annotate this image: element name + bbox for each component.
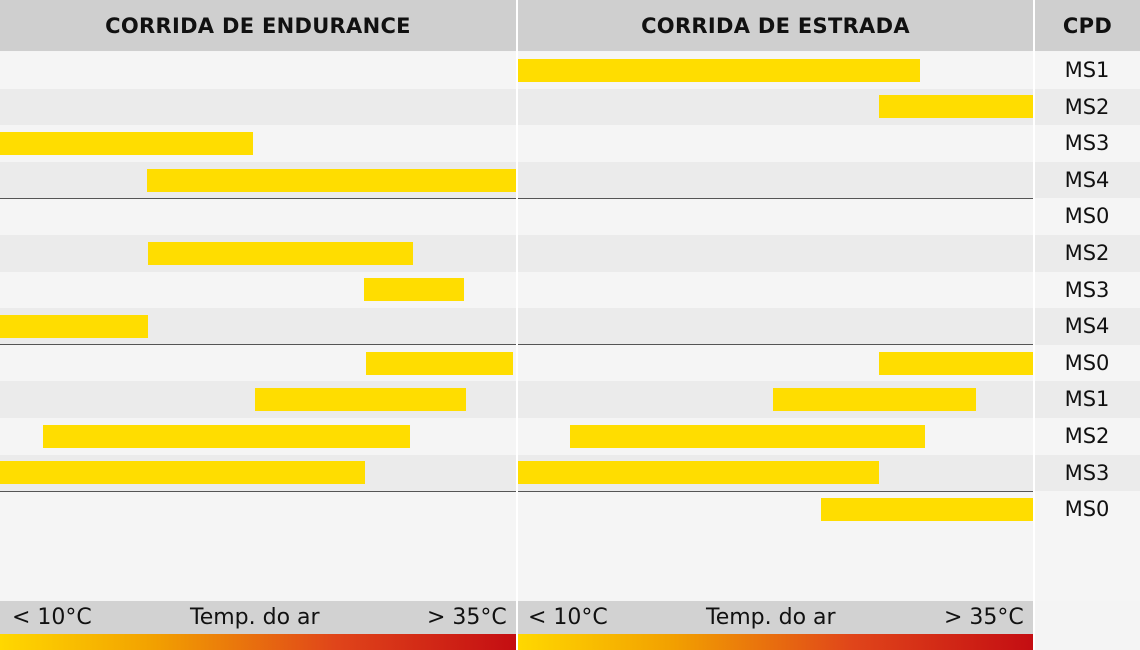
ms-label: MS0	[1064, 350, 1110, 375]
road-bar	[820, 498, 1033, 521]
road-bar	[878, 95, 1033, 119]
ms-label: MS2	[1064, 424, 1110, 448]
road-footer	[518, 601, 1033, 634]
endurance-bar	[0, 461, 365, 485]
endurance-bar	[0, 315, 149, 338]
road-bar	[772, 388, 977, 412]
cpd-header: CPD	[1035, 0, 1140, 51]
ms-label: MS2	[1064, 241, 1110, 265]
road-mid-label: Temp. do ar	[706, 605, 836, 630]
endurance-bar	[0, 132, 253, 155]
road-header: CORRIDA DE ESTRADA	[518, 0, 1033, 51]
road-bar	[569, 424, 925, 448]
ms-label: MS0	[1064, 204, 1110, 229]
road-bar	[878, 351, 1033, 375]
road-bar	[518, 461, 879, 485]
endurance-bar	[366, 351, 514, 375]
endurance-bar	[42, 424, 411, 448]
road-bar	[518, 58, 920, 82]
endurance-mid-label: Temp. do ar	[190, 605, 320, 630]
endurance-bar	[148, 241, 413, 265]
road-low-label: < 10°C	[528, 605, 608, 630]
endurance-bar	[147, 168, 516, 192]
chart-row	[0, 271, 1140, 309]
endurance-temperature-gradient	[0, 634, 516, 650]
ms-label: MS3	[1064, 131, 1110, 156]
ms-label: MS3	[1064, 460, 1110, 485]
ms-label: MS0	[1064, 497, 1110, 522]
endurance-high-label: > 35°C	[427, 605, 507, 630]
ms-label: MS4	[1064, 167, 1110, 192]
empty-area	[0, 527, 1140, 601]
endurance-bar	[254, 388, 467, 412]
endurance-header: CORRIDA DE ENDURANCE	[0, 0, 516, 51]
chart-row	[0, 308, 1140, 345]
ms-label: MS4	[1064, 314, 1110, 339]
chart-row	[0, 198, 1140, 235]
panel-separator	[516, 0, 518, 650]
endurance-bar	[363, 278, 465, 302]
road-temperature-gradient	[518, 634, 1033, 650]
road-high-label: > 35°C	[944, 605, 1024, 630]
endurance-low-label: < 10°C	[12, 605, 92, 630]
ms-label: MS3	[1064, 277, 1110, 302]
endurance-footer	[0, 601, 516, 634]
ms-label: MS2	[1064, 94, 1110, 119]
panel-separator	[1033, 0, 1035, 650]
ms-label: MS1	[1064, 387, 1110, 412]
ms-label: MS1	[1064, 58, 1110, 82]
